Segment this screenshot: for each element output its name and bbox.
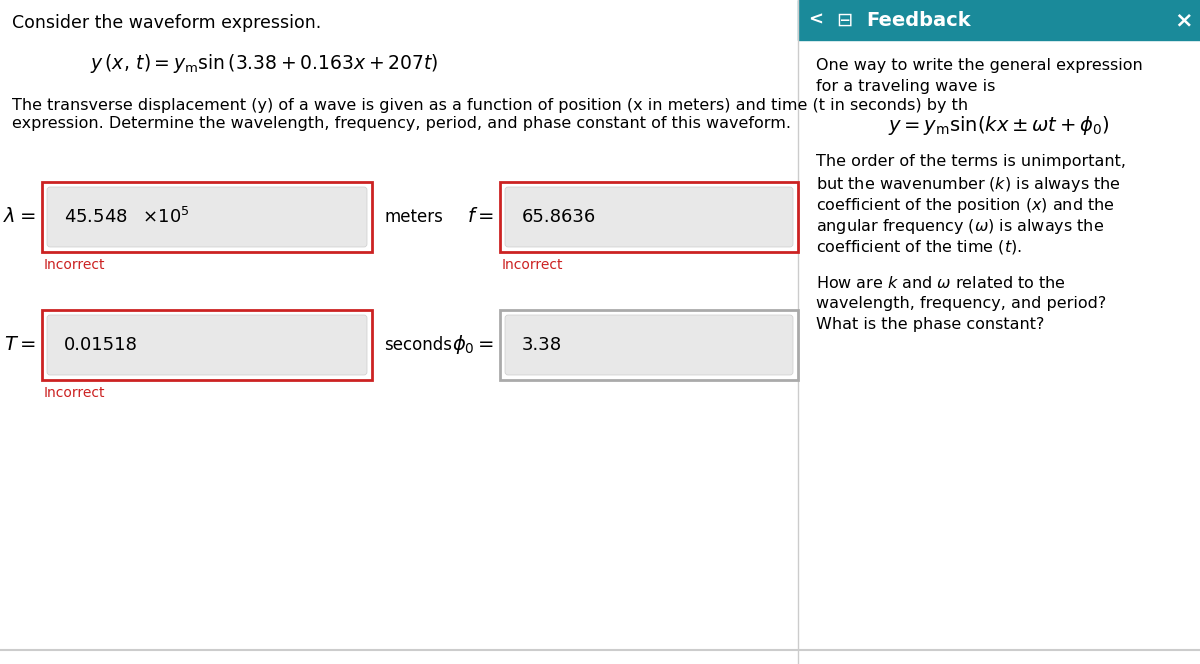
FancyBboxPatch shape bbox=[505, 187, 793, 247]
Text: $f =$: $f =$ bbox=[467, 207, 494, 226]
FancyBboxPatch shape bbox=[505, 315, 793, 375]
Text: One way to write the general expression: One way to write the general expression bbox=[816, 58, 1142, 73]
Text: Consider the waveform expression.: Consider the waveform expression. bbox=[12, 14, 322, 32]
Text: angular frequency ($\omega$) is always the: angular frequency ($\omega$) is always t… bbox=[816, 217, 1104, 236]
Text: wavelength, frequency, and period?: wavelength, frequency, and period? bbox=[816, 296, 1106, 311]
Text: 3.38: 3.38 bbox=[522, 336, 562, 354]
Text: The transverse displacement (y) of a wave is given as a function of position (x : The transverse displacement (y) of a wav… bbox=[12, 98, 968, 113]
Text: ×: × bbox=[1175, 10, 1193, 30]
Text: but the wavenumber ($k$) is always the: but the wavenumber ($k$) is always the bbox=[816, 175, 1121, 194]
Text: $\lambda =$: $\lambda =$ bbox=[4, 207, 36, 226]
Text: 0.01518: 0.01518 bbox=[64, 336, 138, 354]
Text: $\phi_0 =$: $\phi_0 =$ bbox=[451, 333, 494, 357]
Text: Feedback: Feedback bbox=[866, 11, 971, 29]
Bar bbox=[0, 0, 798, 664]
Text: $y = y_\mathrm{m}\mathrm{sin}\left(kx \pm \omega t + \phi_0\right)$: $y = y_\mathrm{m}\mathrm{sin}\left(kx \p… bbox=[888, 114, 1110, 137]
Text: for a traveling wave is: for a traveling wave is bbox=[816, 79, 995, 94]
Text: seconds: seconds bbox=[384, 336, 452, 354]
Text: Incorrect: Incorrect bbox=[44, 258, 106, 272]
Text: How are $k$ and $\omega$ related to the: How are $k$ and $\omega$ related to the bbox=[816, 275, 1066, 291]
Text: coefficient of the position ($x$) and the: coefficient of the position ($x$) and th… bbox=[816, 196, 1115, 215]
Text: What is the phase constant?: What is the phase constant? bbox=[816, 317, 1044, 332]
FancyBboxPatch shape bbox=[47, 315, 367, 375]
Bar bbox=[500, 182, 798, 252]
Bar bbox=[500, 310, 798, 380]
Text: The order of the terms is unimportant,: The order of the terms is unimportant, bbox=[816, 154, 1126, 169]
Text: <: < bbox=[809, 11, 823, 29]
Bar bbox=[42, 310, 372, 380]
Text: 65.8636: 65.8636 bbox=[522, 208, 596, 226]
Text: coefficient of the time ($t$).: coefficient of the time ($t$). bbox=[816, 238, 1022, 256]
Bar bbox=[798, 0, 1200, 40]
FancyBboxPatch shape bbox=[47, 187, 367, 247]
Text: Incorrect: Incorrect bbox=[502, 258, 564, 272]
Text: $T =$: $T =$ bbox=[4, 335, 36, 355]
Text: $45.548\ \ \times\!10^5$: $45.548\ \ \times\!10^5$ bbox=[64, 207, 190, 227]
Text: expression. Determine the wavelength, frequency, period, and phase constant of t: expression. Determine the wavelength, fr… bbox=[12, 116, 791, 131]
Bar bbox=[798, 0, 1200, 664]
Text: $y\,(x,\,t) = y_\mathrm{m}\mathrm{sin}\,(3.38 + 0.163x + 207t)$: $y\,(x,\,t) = y_\mathrm{m}\mathrm{sin}\,… bbox=[90, 52, 438, 75]
Text: meters: meters bbox=[384, 208, 443, 226]
Text: Incorrect: Incorrect bbox=[44, 386, 106, 400]
Text: ⊟: ⊟ bbox=[836, 11, 852, 29]
Bar bbox=[42, 182, 372, 252]
